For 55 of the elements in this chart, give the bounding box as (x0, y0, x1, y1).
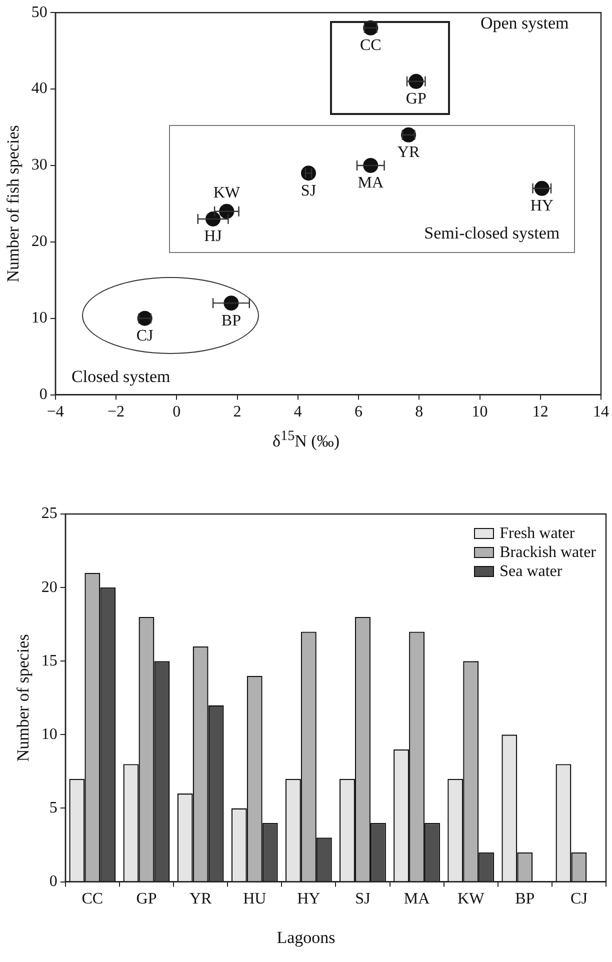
x-tick-label: −2 (108, 404, 125, 421)
series-label: YR (397, 144, 420, 162)
y-tick-label: 25 (41, 505, 58, 522)
annotation: Semi-closed system (424, 224, 560, 243)
x-tick-label: 10 (472, 404, 488, 421)
y-tick-label: 10 (41, 726, 58, 743)
y-tick-label: 0 (39, 386, 48, 404)
annotation: Open system (480, 14, 569, 33)
x-axis-title: δ$^{15}$N (‰) (271, 428, 341, 452)
x-tick-label: 2 (233, 404, 242, 421)
y-tick-label: 40 (31, 80, 48, 98)
x-tick-label: HU (243, 890, 267, 908)
x-tick-label: MA (404, 890, 430, 908)
y-tick-label: 20 (41, 578, 58, 596)
x-tick-label: −4 (46, 404, 64, 421)
x-tick-label: CC (82, 890, 104, 908)
legend-label: Brackish water (500, 544, 596, 561)
point (301, 166, 316, 181)
x-tick-label: SJ (355, 890, 370, 908)
y-tick-label: 5 (49, 799, 58, 816)
legend-label: Sea water (500, 563, 562, 580)
x-tick-label: BP (515, 890, 535, 908)
y-tick-label: 15 (41, 652, 58, 670)
series-label: KW (213, 184, 241, 202)
series-label: GP (406, 90, 426, 108)
series-label: CJ (136, 328, 154, 345)
x-tick-label: CJ (570, 890, 588, 908)
y-axis-title: Number of species (14, 634, 33, 762)
legend-label: Fresh water (500, 525, 575, 542)
x-tick-label: 4 (294, 404, 302, 421)
x-tick-label: GP (136, 890, 157, 908)
x-tick-label: HY (297, 890, 321, 908)
x-tick-label: 0 (172, 404, 181, 421)
series-label: SJ (300, 182, 316, 200)
x-axis-title: Lagoons (276, 928, 336, 948)
series-label: MA (358, 174, 384, 192)
x-tick-label: YR (189, 890, 212, 908)
y-tick-label: 10 (31, 310, 48, 327)
x-tick-label: 6 (354, 404, 363, 421)
x-tick-label: 8 (415, 404, 424, 421)
point (224, 296, 239, 311)
x-tick-label: 14 (593, 404, 609, 421)
y-tick-label: 30 (31, 156, 48, 174)
x-tick-label: 12 (532, 404, 548, 421)
y-tick-label: 0 (49, 873, 58, 890)
series-label: HJ (204, 228, 222, 246)
y-tick-label: 50 (31, 4, 48, 21)
y-axis-title: Number of fish species (4, 125, 23, 282)
series-label: CC (360, 37, 382, 54)
series-label: HY (530, 198, 554, 215)
point (363, 158, 378, 173)
annotation: Closed system (72, 367, 170, 386)
series-label: BP (221, 312, 242, 330)
x-tick-label: KW (458, 890, 486, 908)
y-tick-label: 20 (31, 233, 48, 250)
